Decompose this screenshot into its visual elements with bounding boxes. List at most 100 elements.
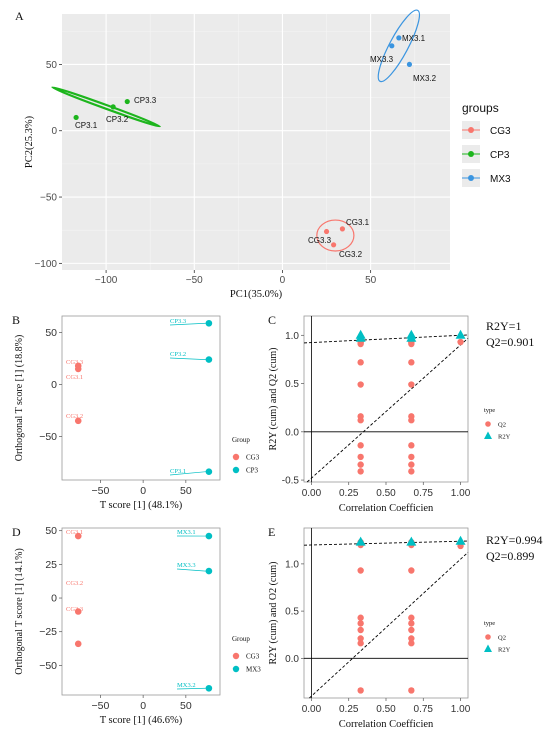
legend-label: MX3 <box>246 666 261 674</box>
data-point <box>408 461 415 468</box>
point-label: CG3.2 <box>339 250 363 259</box>
x-tick-label: 50 <box>180 700 192 712</box>
panel-label: E <box>268 525 275 539</box>
legend-title: type <box>484 407 495 414</box>
regression-line-q2 <box>309 551 469 699</box>
ellipse-mx3 <box>377 9 421 83</box>
data-point <box>73 114 79 121</box>
panel-label: D <box>12 525 21 539</box>
y-axis-title: PC2(25.3%) <box>24 115 35 168</box>
legend-label: R2Y <box>498 434 511 441</box>
data-point <box>357 340 364 348</box>
legend-key-triangle <box>484 644 492 652</box>
data-point <box>205 356 213 363</box>
y-tick-label: 50 <box>45 327 57 339</box>
data-point <box>74 608 82 615</box>
data-point <box>110 104 116 110</box>
x-tick-label: 0 <box>140 700 146 712</box>
x-tick-label: −50 <box>186 275 203 286</box>
x-tick-label: 0.50 <box>376 704 396 715</box>
label-leader <box>176 568 206 572</box>
regression-line-r2y <box>303 334 469 344</box>
regression-line-r2y <box>303 540 469 546</box>
point-label: CG3.2 <box>66 413 83 420</box>
legend-label: Q2 <box>498 422 506 429</box>
data-point <box>339 226 346 232</box>
annotation: Q2=0.899 <box>486 549 534 563</box>
label-leader <box>169 322 206 326</box>
data-point <box>408 417 415 424</box>
data-point <box>74 640 82 648</box>
ellipse-cg3 <box>316 219 355 252</box>
panel-a: −100 −50 0 50 −100 −50 0 50 CG3.1 CG3.2 CG3.3 CP3.1… <box>15 9 511 300</box>
legend-key-point <box>232 652 240 660</box>
data-point <box>357 635 364 642</box>
y-tick-label: 0 <box>51 126 57 137</box>
panel-e-frame <box>303 527 469 699</box>
data-point <box>74 365 82 373</box>
legend-title: Group <box>232 635 250 643</box>
legend-label: CG3 <box>490 126 511 137</box>
data-point <box>357 626 364 634</box>
x-tick-label: 50 <box>180 485 192 497</box>
y-tick-label: −50 <box>40 193 57 204</box>
point-label: MX3.1 <box>177 529 196 536</box>
x-tick-label: 1.00 <box>451 488 471 499</box>
data-point <box>205 532 213 540</box>
data-point <box>124 98 130 105</box>
panel-label: A <box>15 9 24 23</box>
y-tick-label: −50 <box>39 660 57 672</box>
point-label: MX3.3 <box>177 562 196 569</box>
legend-key-triangle <box>484 431 492 439</box>
point-label: CG3.1 <box>66 374 83 381</box>
annotation: R2Y=1 <box>486 319 521 333</box>
point-label: CG3.3 <box>66 359 83 366</box>
data-point <box>357 468 364 475</box>
legend-key-point <box>468 127 474 133</box>
label-leader <box>176 687 206 690</box>
point-label: CG3.2 <box>66 580 83 587</box>
point-label: CP3.1 <box>75 121 98 130</box>
legend-label: MX3 <box>490 174 511 185</box>
legend-key-point <box>232 466 240 474</box>
point-label: CG3.3 <box>66 606 83 613</box>
data-point-triangle <box>355 332 366 342</box>
regression-line-q2 <box>306 337 469 483</box>
legend-key-point <box>232 453 240 461</box>
legend-label: CG3 <box>246 454 260 462</box>
data-point <box>408 453 415 461</box>
data-point <box>396 35 402 41</box>
y-tick-label: −100 <box>34 259 57 270</box>
y-tick-label: 0.5 <box>285 379 299 390</box>
legend-label: R2Y <box>498 647 511 654</box>
point-label: CG3.1 <box>346 218 370 227</box>
data-point-triangle <box>406 332 417 342</box>
data-point <box>457 338 464 346</box>
point-label: CP3.2 <box>106 115 129 124</box>
panel-d-frame <box>61 527 221 696</box>
data-point <box>408 614 415 621</box>
y-tick-label: -0.5 <box>282 476 300 487</box>
x-tick-label: −50 <box>92 485 110 497</box>
annotation: Q2=0.901 <box>486 335 534 349</box>
data-point <box>357 567 364 574</box>
y-tick-label: 1.0 <box>285 331 299 342</box>
data-point <box>331 242 337 248</box>
data-point <box>357 442 364 449</box>
x-tick-label: −50 <box>92 700 110 712</box>
legend-label: CP3 <box>246 467 259 475</box>
legend-key-point <box>485 421 491 427</box>
y-tick-label: −25 <box>39 626 57 638</box>
point-label: CP3.1 <box>170 468 186 475</box>
label-leader <box>169 471 206 476</box>
y-tick-label: 0 <box>51 593 57 605</box>
y-tick-label: 1.0 <box>285 559 299 570</box>
legend-title: type <box>484 620 495 627</box>
point-label: MX3.2 <box>177 682 196 689</box>
point-label: MX3.1 <box>402 34 426 43</box>
label-leader <box>169 357 206 360</box>
data-point <box>357 640 364 647</box>
data-point <box>408 640 415 647</box>
y-tick-label: 0 <box>51 379 57 391</box>
panel-b: −50 0 50 −50 0 50 CG3.3 CG3.1 CG3.2 CP3.3 CP3.2 CP3… <box>12 313 260 511</box>
